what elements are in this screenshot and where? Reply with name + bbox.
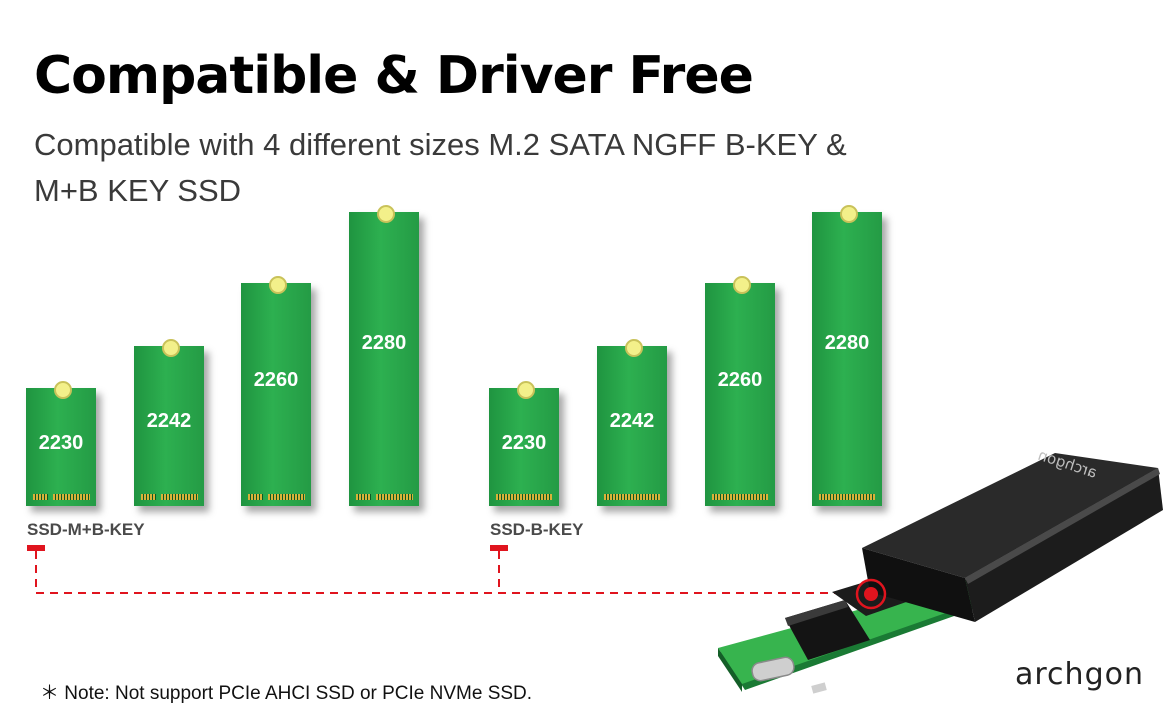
group-label-m-b-key: SSD-M+B-KEY	[27, 520, 145, 539]
subtitle-line-2: M+B KEY SSD	[34, 173, 242, 208]
connector-pins	[496, 494, 552, 500]
connector-line	[27, 545, 870, 594]
ssd-size-label: 2260	[717, 369, 763, 391]
connector-pins	[604, 494, 660, 500]
screw-notch-icon	[162, 339, 180, 357]
connector-pins	[161, 494, 198, 500]
ssd-size-label: 2260	[253, 369, 299, 391]
page-subtitle: Compatible with 4 different sizes M.2 SA…	[34, 122, 1014, 214]
screw-notch-icon	[54, 381, 72, 399]
screw-notch-icon	[269, 276, 287, 294]
ssd-card-2230: 2230	[489, 381, 559, 506]
screw-notch-icon	[625, 339, 643, 357]
connector-pins	[268, 494, 305, 500]
ssd-size-label: 2280	[824, 332, 870, 354]
connector-pins	[248, 494, 264, 500]
connector-pins	[356, 494, 372, 500]
connector-pins	[376, 494, 413, 500]
connector-pins	[712, 494, 768, 500]
ssd-size-label: 2230	[501, 432, 547, 454]
page-title: Compatible & Driver Free	[34, 46, 754, 106]
ssd-card-2280: 2280	[812, 205, 882, 506]
ssd-card-2242: 2242	[134, 339, 204, 506]
footnote: ＊ Note: Not support PCIe AHCI SSD or PCI…	[40, 683, 533, 704]
group-label-b-key: SSD-B-KEY	[490, 520, 584, 539]
ssd-size-label: 2280	[361, 332, 407, 354]
usb-c-port-icon	[751, 656, 795, 682]
screw-notch-icon	[517, 381, 535, 399]
ssd-size-label: 2230	[38, 432, 84, 454]
screw-notch-icon	[840, 205, 858, 223]
connector-pins	[33, 494, 49, 500]
brand-logo: archgon	[1015, 657, 1144, 692]
connector-pins	[141, 494, 157, 500]
screw-notch-icon	[377, 205, 395, 223]
ssd-card-2260: 2260	[705, 276, 775, 506]
ssd-card-2280: 2280	[349, 205, 419, 506]
connector-pins	[819, 494, 875, 500]
ssd-card-2260: 2260	[241, 276, 311, 506]
enclosure-body: archgon	[862, 446, 1163, 622]
subtitle-line-1: Compatible with 4 different sizes M.2 SA…	[34, 127, 847, 162]
connector-pins	[53, 494, 90, 500]
ssd-size-label: 2242	[609, 410, 655, 432]
ssd-size-label: 2242	[146, 410, 192, 432]
indicator-dot-icon	[855, 578, 887, 610]
ssd-card-2242: 2242	[597, 339, 667, 506]
screw-notch-icon	[733, 276, 751, 294]
ssd-card-2230: 2230	[26, 381, 96, 506]
